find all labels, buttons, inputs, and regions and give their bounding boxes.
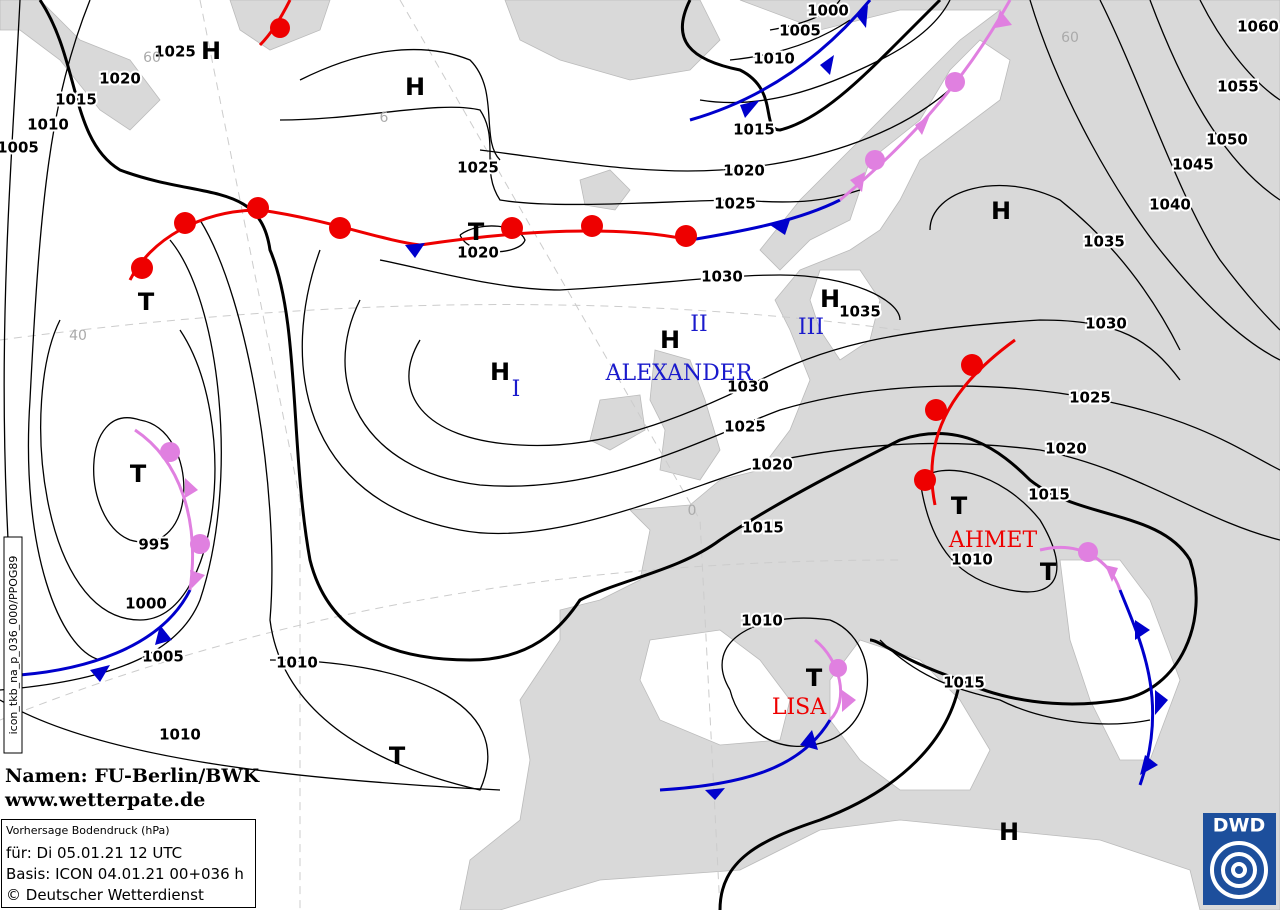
graticule bbox=[0, 0, 901, 910]
credit: Namen: FU-Berlin/BWK bbox=[5, 765, 261, 787]
logo-swirl bbox=[1210, 841, 1268, 899]
pressure-center: H bbox=[660, 326, 680, 354]
isobar-label: 1010 bbox=[276, 654, 318, 672]
isobar-label: 1040 bbox=[1149, 196, 1191, 214]
isobar-label: 1020 bbox=[723, 162, 765, 180]
grid-label: 40 bbox=[69, 328, 87, 344]
pressure-center: T bbox=[130, 460, 147, 488]
logo-text: DWD bbox=[1213, 815, 1266, 837]
isobar-label: 1060 bbox=[1237, 18, 1279, 36]
grid-label: 6 bbox=[380, 110, 389, 126]
pressure-center: T bbox=[1040, 558, 1057, 586]
grid-label: 60 bbox=[143, 50, 161, 66]
isobar-label: 1020 bbox=[457, 244, 499, 262]
credit: www.wetterpate.de bbox=[4, 789, 205, 811]
grid-label: 60 bbox=[1061, 30, 1079, 46]
pressure-center: T bbox=[951, 492, 968, 520]
isobar-label: 1025 bbox=[154, 43, 196, 61]
pressure-center: H bbox=[405, 73, 425, 101]
product-id: icon_tkb_na_p_036_000/PPOG89 bbox=[7, 556, 20, 735]
isobar-label: 1015 bbox=[943, 674, 985, 692]
system-name: LISA bbox=[772, 695, 827, 720]
system-name: AHMET bbox=[948, 528, 1038, 553]
isobar-label: 995 bbox=[138, 536, 169, 554]
isobar-label: 1010 bbox=[951, 551, 993, 569]
isobar-label: 1015 bbox=[55, 91, 97, 109]
isobar-label: 1010 bbox=[741, 612, 783, 630]
isobar-label: 1000 bbox=[807, 2, 849, 20]
isobar-label: 1020 bbox=[99, 70, 141, 88]
pressure-center: H bbox=[820, 285, 840, 313]
info-line: Basis: ICON 04.01.21 00+036 h bbox=[6, 865, 244, 883]
isobar-label: 1010 bbox=[27, 116, 69, 134]
isobar-label: 1035 bbox=[839, 303, 881, 321]
isobar-label: 1030 bbox=[1085, 315, 1127, 333]
isobar-label: 1030 bbox=[727, 378, 769, 396]
pressure-center: T bbox=[138, 288, 155, 316]
isobar-label: 1025 bbox=[457, 159, 499, 177]
fronts bbox=[19, 0, 1168, 800]
pressure-center: H bbox=[201, 37, 221, 65]
isobar-label: 1035 bbox=[1083, 233, 1125, 251]
isobar-label: 1055 bbox=[1217, 78, 1259, 96]
isobar-label: 1020 bbox=[1045, 440, 1087, 458]
isobar-label: 1020 bbox=[751, 456, 793, 474]
system-name: ALEXANDER bbox=[605, 361, 754, 386]
isobar-label: 1015 bbox=[742, 519, 784, 537]
pressure-center: T bbox=[389, 742, 406, 770]
system-numeral: III bbox=[798, 315, 824, 340]
system-numeral: II bbox=[690, 312, 707, 337]
info-line: © Deutscher Wetterdienst bbox=[6, 886, 204, 904]
isobar-label: 1005 bbox=[779, 22, 821, 40]
pressure-center: H bbox=[490, 358, 510, 386]
isobar-label: 1045 bbox=[1172, 156, 1214, 174]
isobar-label: 1005 bbox=[142, 648, 184, 666]
isobar-label: 1005 bbox=[0, 139, 39, 157]
pressure-center: T bbox=[806, 664, 823, 692]
pressure-center: H bbox=[991, 197, 1011, 225]
isobar-label: 1025 bbox=[1069, 389, 1111, 407]
info-line: Vorhersage Bodendruck (hPa) bbox=[6, 824, 170, 837]
isobar-label: 1010 bbox=[159, 726, 201, 744]
isobar-label: 1025 bbox=[724, 418, 766, 436]
isobar-label: 1015 bbox=[733, 121, 775, 139]
isobar-label: 1015 bbox=[1028, 486, 1070, 504]
info-box bbox=[1, 819, 256, 908]
info-line: für: Di 05.01.21 12 UTC bbox=[6, 844, 182, 862]
labels: 1025102010151010100510251020103010251020… bbox=[0, 0, 1280, 846]
pressure-center: T bbox=[468, 218, 485, 246]
isobar-label: 1010 bbox=[753, 50, 795, 68]
system-numeral: I bbox=[512, 377, 521, 402]
pressure-center: H bbox=[999, 818, 1019, 846]
grid-label: 0 bbox=[688, 503, 697, 519]
isobar-label: 1030 bbox=[701, 268, 743, 286]
product-id-box bbox=[3, 536, 23, 754]
isobar-label: 1050 bbox=[1206, 131, 1248, 149]
isobar-label: 1025 bbox=[714, 195, 756, 213]
isobar-label: 1000 bbox=[125, 595, 167, 613]
